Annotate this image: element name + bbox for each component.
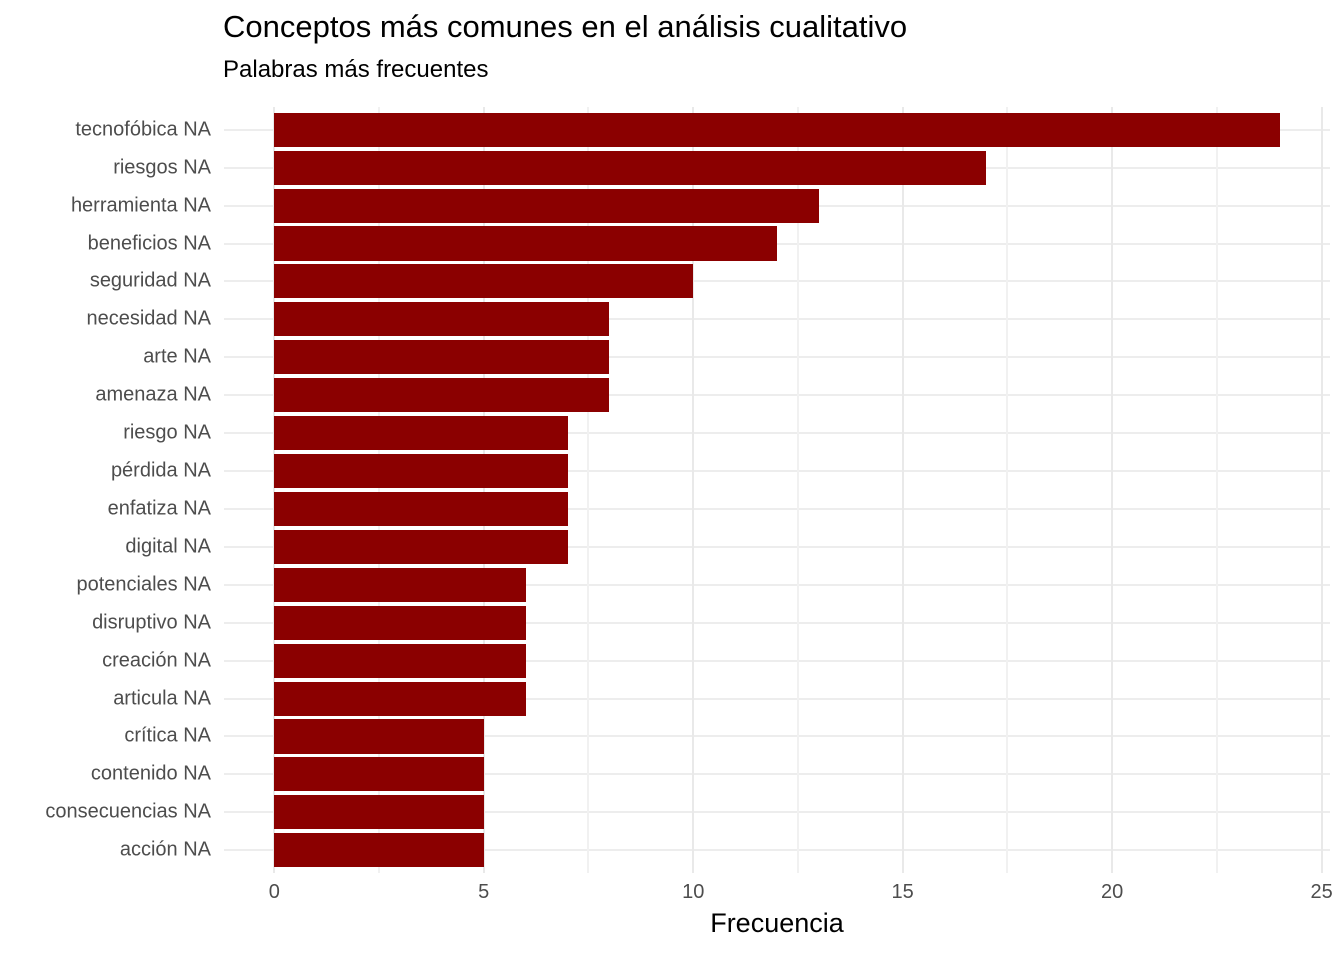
bar (274, 795, 484, 830)
bar (274, 643, 526, 678)
y-tick-label: beneficios NA (87, 232, 211, 254)
y-tick-label: contenido NA (90, 762, 211, 785)
y-tick-label: articula NA (113, 687, 211, 710)
plot-panel (224, 107, 1330, 873)
y-tick-label: creación NA (102, 649, 211, 672)
bar (274, 681, 526, 716)
gridline-horizontal (224, 735, 1330, 738)
gridline-vertical-minor (1006, 107, 1009, 873)
chart-title: Conceptos más comunes en el análisis cua… (223, 9, 908, 44)
bar (274, 188, 819, 223)
gridline-vertical-major (901, 107, 904, 873)
bar (274, 226, 777, 261)
gridline-vertical-minor (1215, 107, 1218, 873)
gridline-vertical-minor (796, 107, 799, 873)
gridline-vertical-major (692, 107, 695, 873)
x-tick-label: 15 (891, 881, 914, 903)
gridline-vertical-major (1320, 107, 1323, 873)
gridline-vertical-major (1111, 107, 1114, 873)
bar (274, 605, 526, 640)
bar (274, 340, 610, 375)
gridline-horizontal (224, 242, 1330, 245)
y-tick-label: acción NA (119, 838, 211, 861)
bar (274, 719, 484, 754)
y-tick-label: riesgo NA (123, 421, 211, 444)
bar (274, 567, 526, 602)
gridline-horizontal (224, 394, 1330, 397)
gridline-horizontal (224, 280, 1330, 283)
y-tick-label: pérdida NA (110, 459, 211, 482)
bar (274, 302, 610, 337)
y-axis-labels: tecnofóbica NA riesgos NA herramienta NA be… (0, 107, 211, 873)
y-tick-label: potenciales NA (76, 573, 211, 596)
bar (274, 833, 484, 868)
y-tick-label: tecnofóbica NA (75, 118, 211, 141)
bar (274, 757, 484, 792)
x-tick-label: 20 (1101, 881, 1124, 903)
bar (274, 150, 987, 185)
y-tick-label: herramienta NA (70, 194, 211, 217)
bar (274, 491, 568, 527)
gridline-vertical-minor (378, 107, 380, 873)
gridline-horizontal (224, 470, 1330, 473)
bar (274, 378, 610, 413)
x-tick-label: 25 (1310, 881, 1333, 903)
gridline-vertical-major (273, 107, 276, 873)
gridline-horizontal (224, 583, 1330, 586)
y-tick-label: amenaza NA (95, 383, 211, 406)
gridline-horizontal (224, 507, 1330, 510)
y-tick-label: enfatiza NA (107, 497, 211, 520)
x-axis-title: Frecuencia (710, 908, 844, 938)
y-tick-label: disruptivo NA (92, 611, 211, 634)
gridline-horizontal (224, 811, 1330, 814)
y-tick-label: necesidad NA (86, 307, 211, 330)
gridline-horizontal (224, 659, 1330, 662)
gridline-horizontal (224, 773, 1330, 776)
bar (274, 264, 694, 299)
gridline-horizontal (224, 697, 1330, 700)
gridline-horizontal (224, 545, 1330, 548)
gridline-vertical-major (482, 107, 485, 873)
y-tick-label: crítica NA (124, 724, 211, 747)
gridline-horizontal (224, 621, 1330, 624)
x-tick-label: 5 (478, 881, 490, 903)
x-tick-label: 0 (268, 881, 280, 903)
y-tick-label: consecuencias NA (45, 800, 211, 823)
gridline-horizontal (224, 432, 1330, 435)
bar (274, 453, 568, 489)
y-tick-label: arte NA (143, 345, 211, 368)
gridline-horizontal (224, 318, 1330, 321)
gridline-horizontal (224, 849, 1330, 852)
bar (274, 416, 568, 451)
bar (274, 529, 568, 564)
bar (274, 112, 1280, 147)
x-tick-label: 10 (682, 881, 705, 903)
gridline-vertical-minor (587, 107, 590, 873)
y-tick-label: digital NA (125, 535, 211, 558)
gridline-horizontal (224, 356, 1330, 359)
y-tick-label: riesgos NA (113, 156, 211, 179)
y-tick-label: seguridad NA (89, 269, 211, 292)
chart-subtitle: Palabras más frecuentes (223, 56, 489, 83)
